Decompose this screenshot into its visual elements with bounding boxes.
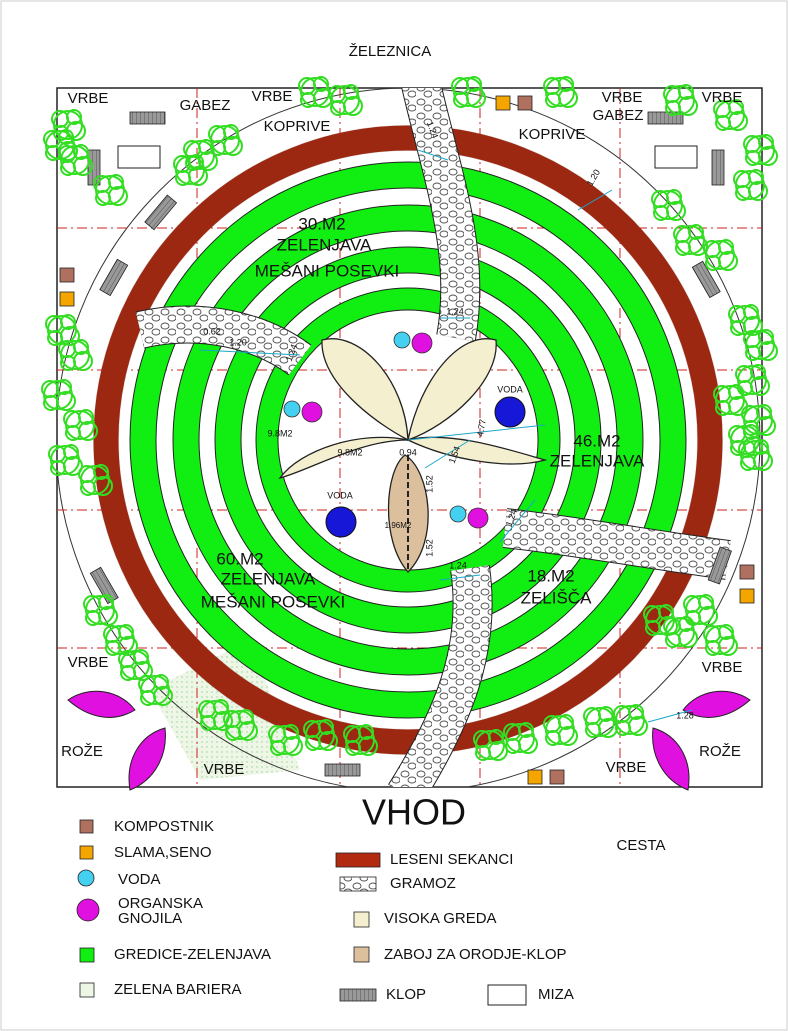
plan-label: KOPRIVE	[519, 126, 586, 143]
dimension: 1.52	[424, 475, 434, 493]
plan-label: ROŽE	[699, 743, 741, 760]
zone-label: ZELENJAVA	[277, 235, 372, 254]
zone-label: 60.M2	[216, 549, 263, 568]
dimension: 1.28	[676, 710, 694, 720]
legend-label: LESENI SEKANCI	[390, 851, 513, 868]
site	[42, 77, 777, 795]
plan-label: ROŽE	[61, 743, 103, 760]
plan-label: VRBE	[702, 659, 743, 676]
road-label: CESTA	[617, 837, 666, 854]
legend-label: KLOP	[386, 986, 426, 1003]
zone-label: MEŠANI POSEVKI	[255, 261, 400, 280]
legend-label: MIZA	[538, 986, 574, 1003]
plan-label: GABEZ	[593, 107, 644, 124]
dimension: 1.20	[229, 337, 247, 347]
legend-label: SLAMA,SENO	[114, 844, 212, 861]
north-label: ŽELEZNICA	[349, 43, 432, 60]
small-label: 9.8M2	[337, 447, 362, 457]
zone-label: 18.M2	[527, 566, 574, 585]
water	[326, 507, 356, 537]
plan-label: KOPRIVE	[264, 118, 331, 135]
dimension: 1.52	[424, 539, 434, 557]
plan-label: VRBE	[702, 89, 743, 106]
plan-label: VRBE	[252, 88, 293, 105]
small-label: VODA	[327, 490, 353, 500]
legend-label: ZELENA BARIERA	[114, 981, 242, 998]
plan-label: VRBE	[68, 654, 109, 671]
dimension: 0.94	[399, 447, 417, 457]
dimension: 1.24	[446, 306, 464, 316]
dimension: 1.24	[449, 560, 467, 570]
garden-plan: ŽELEZNICA	[0, 0, 788, 1031]
plan-label: VRBE	[602, 89, 643, 106]
legend-label: VISOKA GREDA	[384, 910, 497, 927]
legend-label: GREDICE-ZELENJAVA	[114, 946, 271, 963]
legend-label: GRAMOZ	[390, 875, 456, 892]
legend-label: GNOJILA	[118, 910, 182, 927]
plan-label: VRBE	[68, 90, 109, 107]
legend-label: VODA	[118, 871, 161, 888]
zone-label: 46.M2	[573, 431, 620, 450]
zone-label: ZELENJAVA	[221, 569, 316, 588]
zone-label: 30.M2	[298, 214, 345, 233]
water	[495, 397, 525, 427]
legend-label: ZABOJ ZA ORODJE-KLOP	[384, 946, 567, 963]
small-label: 9.8M2	[267, 428, 292, 438]
plan-label: GABEZ	[180, 97, 231, 114]
entrance-label: VHOD	[362, 792, 466, 833]
zone-label: ZELENJAVA	[550, 451, 645, 470]
zone-label: ZELIŠČA	[521, 588, 593, 607]
legend-label: KOMPOSTNIK	[114, 818, 214, 835]
plan-label: VRBE	[204, 761, 245, 778]
small-label: VODA	[497, 384, 523, 394]
small-label: 1.96M2	[385, 521, 412, 530]
dimension: 0.62	[203, 326, 221, 336]
plan-label: VRBE	[606, 759, 647, 776]
zone-label: MEŠANI POSEVKI	[201, 592, 346, 611]
